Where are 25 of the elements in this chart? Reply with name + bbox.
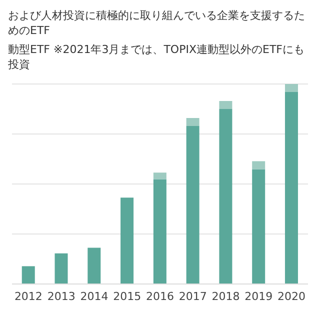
bar	[252, 161, 266, 170]
bar	[219, 109, 232, 284]
x-tick-label: 2018	[212, 290, 240, 303]
bar	[252, 169, 266, 284]
bar	[284, 84, 298, 92]
chart-subtitle: 動型ETF ※2021年3月までは、TOPIX連動型以外のETFにも投資	[8, 42, 306, 72]
bar	[88, 248, 101, 284]
x-tick-label: 2016	[146, 290, 174, 303]
bar	[186, 118, 200, 126]
bar	[153, 172, 166, 180]
x-tick-label: 2017	[178, 290, 207, 303]
bar	[284, 92, 298, 284]
x-tick-label: 2019	[244, 290, 273, 303]
bar	[120, 198, 134, 284]
chart-title: および人材投資に積極的に取り組んでいる企業を支援するためのETF	[8, 8, 306, 38]
x-tick-label: 2015	[113, 290, 142, 303]
x-tick-label: 2013	[47, 290, 76, 303]
bar	[22, 266, 35, 284]
bar	[186, 126, 200, 284]
bar	[219, 101, 232, 109]
x-tick-label: 2020	[278, 290, 306, 303]
x-tick-label: 2012	[14, 290, 42, 303]
bar	[54, 253, 68, 284]
bar	[153, 179, 166, 284]
x-tick-label: 2014	[80, 290, 108, 303]
